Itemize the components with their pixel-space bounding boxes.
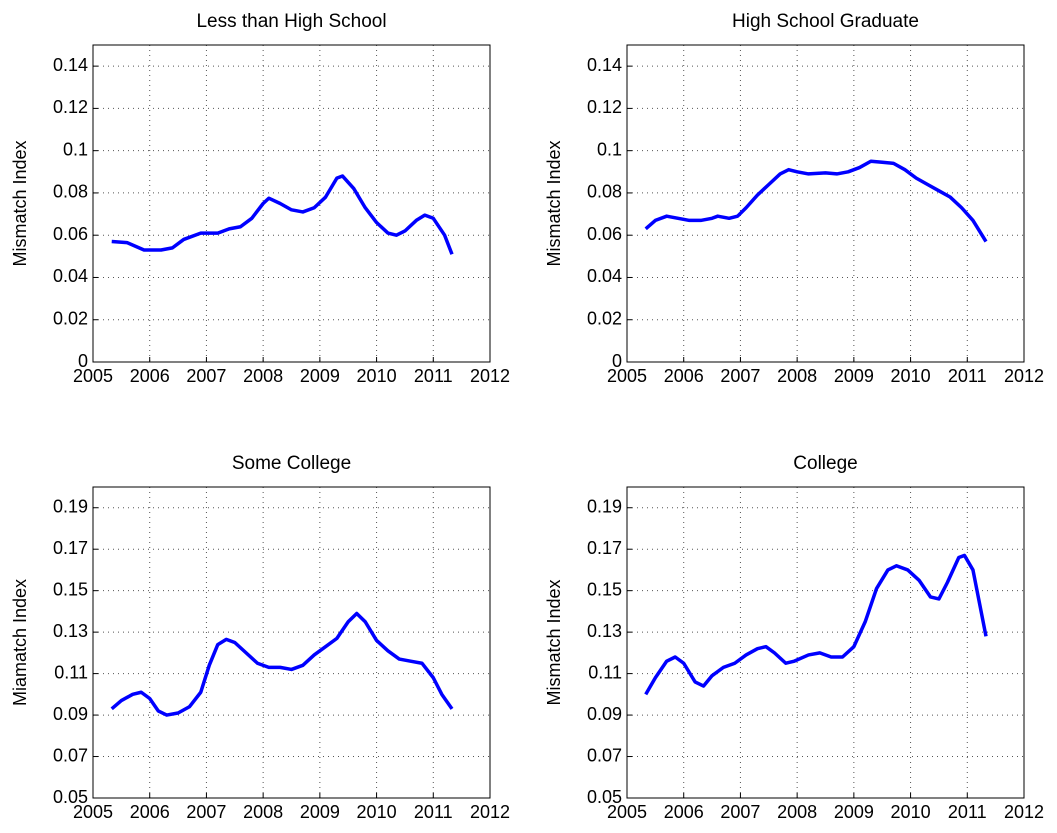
data-line <box>110 611 454 717</box>
x-tick-label: 2006 <box>130 366 170 386</box>
x-tick-label: 2009 <box>300 366 340 386</box>
x-tick-label: 2011 <box>414 366 453 386</box>
y-axis-label: Mismatch Index <box>544 140 564 266</box>
y-tick-label: 0.02 <box>53 308 88 328</box>
y-tick-label: 0.05 <box>587 787 622 807</box>
y-tick-label: 0.05 <box>53 787 88 807</box>
x-tick-label: 2011 <box>414 802 453 822</box>
y-axis-label: Miamatch Index <box>10 579 30 706</box>
data-line <box>644 159 988 243</box>
plot-area <box>627 45 1024 362</box>
subplot-title: College <box>793 453 857 474</box>
plot-area <box>93 487 490 798</box>
y-tick-label: 0.09 <box>587 704 622 724</box>
x-tick-label: 2006 <box>130 802 170 822</box>
x-tick-label: 2008 <box>777 366 817 386</box>
x-tick-label: 2010 <box>891 802 931 822</box>
subplot: 2005 2006 2007 2008 2009 2010 2011 2012 0 0.02 0.0… <box>10 11 510 386</box>
y-tick-label: 0.09 <box>53 704 88 724</box>
y-tick-label: 0.15 <box>53 579 88 599</box>
y-tick-label: 0.12 <box>53 97 88 117</box>
x-tick-label: 2006 <box>664 366 704 386</box>
y-tick-label: 0.12 <box>587 97 622 117</box>
x-tick-label: 2005 <box>73 802 113 822</box>
y-tick-label: 0 <box>612 351 622 371</box>
axes-frame <box>92 486 491 799</box>
x-tick-label: 2012 <box>470 802 510 822</box>
x-tick-label: 2005 <box>73 366 113 386</box>
y-tick-label: 0.06 <box>53 224 88 244</box>
x-tick-label: 2008 <box>777 802 817 822</box>
y-tick-label: 0.08 <box>587 182 622 202</box>
x-tick-label: 2010 <box>357 366 397 386</box>
y-tick-label: 0.17 <box>53 538 88 558</box>
x-tick-label: 2007 <box>720 366 760 386</box>
x-tick-label: 2010 <box>357 802 397 822</box>
axes-frame <box>92 44 491 363</box>
x-tick-label: 2012 <box>1004 366 1044 386</box>
axes-frame <box>626 486 1025 799</box>
y-tick-label: 0.19 <box>53 496 88 516</box>
x-tick-label: 2012 <box>470 366 510 386</box>
y-tick-label: 0.08 <box>53 182 88 202</box>
plot-area <box>93 45 490 362</box>
axes-frame <box>626 44 1025 363</box>
x-tick-label: 2007 <box>186 802 226 822</box>
y-tick-label: 0.14 <box>587 55 622 75</box>
x-tick-label: 2009 <box>834 802 874 822</box>
y-tick-label: 0.17 <box>587 538 622 558</box>
x-tick-label: 2005 <box>607 802 647 822</box>
y-tick-label: 0.11 <box>588 662 622 682</box>
x-tick-label: 2011 <box>948 802 987 822</box>
x-tick-label: 2011 <box>948 366 987 386</box>
y-tick-label: 0.13 <box>53 621 88 641</box>
y-tick-label: 0.04 <box>53 266 88 286</box>
x-tick-label: 2007 <box>720 802 760 822</box>
y-tick-label: 0.19 <box>587 496 622 516</box>
x-tick-label: 2010 <box>891 366 931 386</box>
y-tick-label: 0 <box>78 351 88 371</box>
x-tick-label: 2012 <box>1004 802 1044 822</box>
y-tick-label: 0.15 <box>587 579 622 599</box>
data-line <box>111 174 454 255</box>
y-tick-label: 0.1 <box>597 139 622 159</box>
subplot: 2005 2006 2007 2008 2009 2010 2011 2012 0 0.02 0.0… <box>544 11 1044 386</box>
subplot: 2005 2006 2007 2008 2009 2010 2011 2012 0.05 0.07… <box>544 453 1044 822</box>
y-tick-label: 0.1 <box>63 139 88 159</box>
y-tick-label: 0.13 <box>587 621 622 641</box>
data-line <box>644 553 988 696</box>
subplot-title: Less than High School <box>196 11 386 32</box>
y-tick-label: 0.04 <box>587 266 622 286</box>
y-tick-label: 0.14 <box>53 55 88 75</box>
y-axis-label: Mismatch Index <box>10 140 30 266</box>
subplot-title: Some College <box>232 453 351 474</box>
x-tick-label: 2009 <box>300 802 340 822</box>
x-tick-label: 2005 <box>607 366 647 386</box>
y-tick-label: 0.07 <box>53 745 88 765</box>
subplot-title: High School Graduate <box>732 11 919 32</box>
x-tick-label: 2008 <box>243 802 283 822</box>
y-tick-label: 0.06 <box>587 224 622 244</box>
y-tick-label: 0.11 <box>54 662 88 682</box>
x-tick-label: 2009 <box>834 366 874 386</box>
x-tick-label: 2008 <box>243 366 283 386</box>
y-axis-label: Mismatch Index <box>544 579 564 705</box>
y-tick-label: 0.02 <box>587 308 622 328</box>
plot-area <box>627 487 1024 798</box>
subplot: 2005 2006 2007 2008 2009 2010 2011 2012 0.05 0.07… <box>10 453 510 822</box>
x-tick-label: 2006 <box>664 802 704 822</box>
x-tick-label: 2007 <box>186 366 226 386</box>
y-tick-label: 0.07 <box>587 745 622 765</box>
